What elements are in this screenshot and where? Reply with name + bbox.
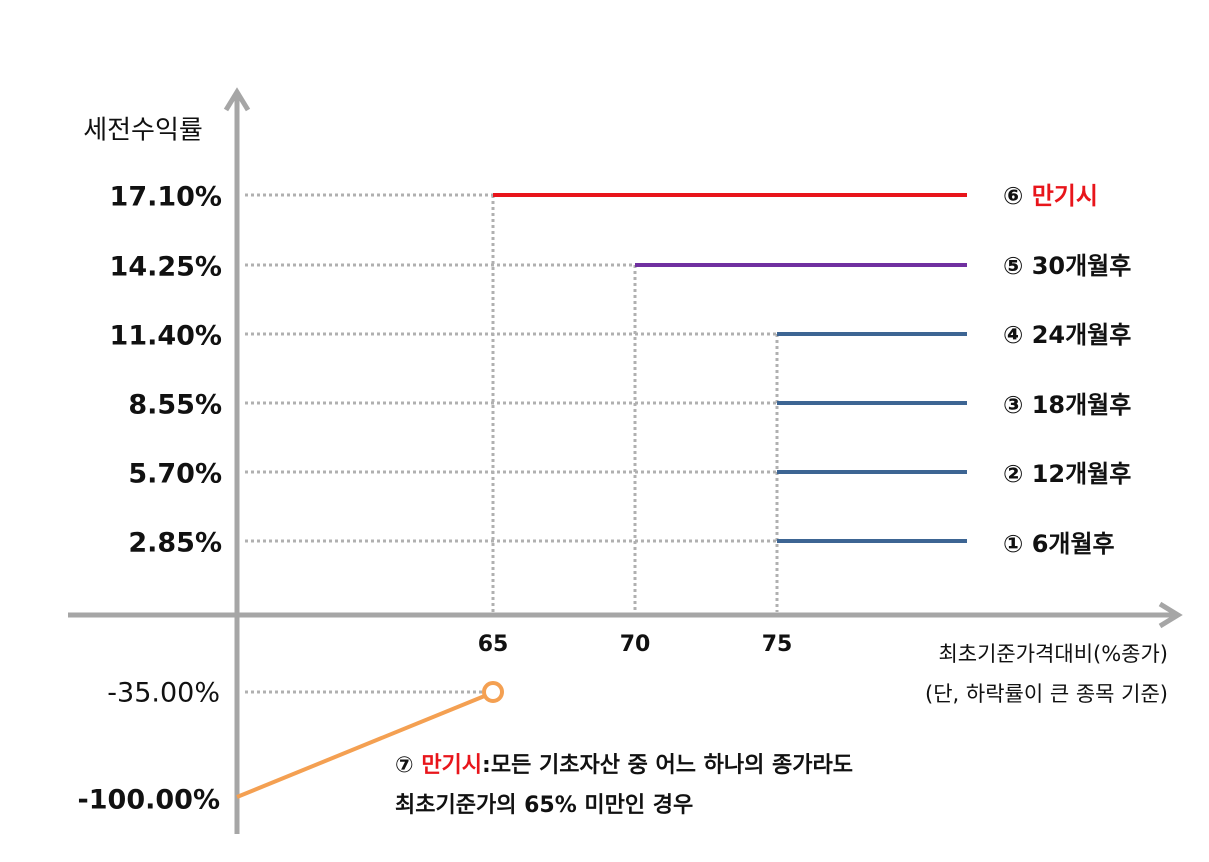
y-title: 세전수익률 [83, 116, 203, 146]
y-label: 14.25% [110, 252, 222, 283]
x-label: 75 [762, 632, 793, 657]
legend-label: 18개월후 [1032, 391, 1132, 419]
y-label: -100.00% [78, 785, 220, 816]
legend-marker: ① [1003, 530, 1023, 558]
legend-entry: ⑥ 만기시 [1003, 182, 1098, 210]
x-title: 최초기준가격대비(%종가) [938, 642, 1168, 666]
note-text: :모든 기초자산 중 어느 하나의 종가라도 [482, 753, 853, 778]
x-label: 65 [478, 632, 509, 657]
legend-label: 24개월후 [1032, 321, 1132, 349]
legend-entry: ① 6개월후 [1003, 530, 1115, 558]
legend-label: 만기시 [1032, 182, 1098, 210]
legend-entry: ② 12개월후 [1003, 460, 1131, 488]
x-arrow [1158, 601, 1183, 629]
loss-note: ⑦ 만기시:모든 기초자산 중 어느 하나의 종가라도 [395, 753, 853, 778]
legend-label: 30개월후 [1032, 252, 1132, 280]
legend-entry: ⑤ 30개월후 [1003, 252, 1131, 280]
x-label: 70 [620, 632, 651, 657]
legend-marker: ⑥ [1003, 182, 1023, 210]
y-label: -35.00% [107, 678, 220, 709]
y-label: 5.70% [128, 459, 222, 490]
y-label: 17.10% [110, 182, 222, 213]
loss-point [482, 681, 504, 703]
legend-label: 12개월후 [1032, 460, 1132, 488]
loss-line [236, 693, 488, 799]
y-label: 11.40% [110, 321, 222, 352]
legend-marker: ② [1003, 460, 1023, 488]
legend-marker: ⑤ [1003, 252, 1023, 280]
note-marker: ⑦ [395, 753, 414, 778]
loss-note-line2: 최초기준가의 65% 미만인 경우 [395, 793, 693, 818]
y-label: 8.55% [128, 390, 222, 421]
note-highlight: 만기시 [421, 753, 482, 778]
axes [68, 87, 1183, 834]
x-note: (단, 하락률이 큰 종목 기준) [925, 682, 1168, 706]
y-label: 2.85% [128, 528, 222, 559]
y-arrow [223, 87, 251, 112]
legend-entry: ④ 24개월후 [1003, 321, 1131, 349]
legend-marker: ③ [1003, 391, 1023, 419]
legend-label: 6개월후 [1032, 530, 1115, 558]
legend-marker: ④ [1003, 321, 1023, 349]
legend-entry: ③ 18개월후 [1003, 391, 1131, 419]
